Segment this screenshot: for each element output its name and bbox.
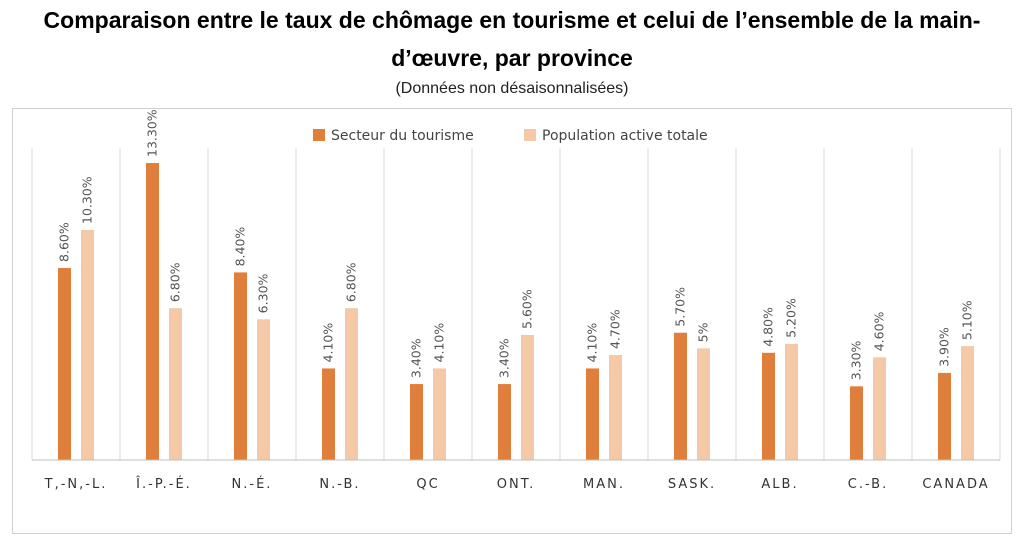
bar-tourism bbox=[762, 352, 775, 460]
x-tick-label: Î.-P.-É. bbox=[135, 476, 192, 492]
data-label: 4.70% bbox=[608, 309, 623, 349]
data-label: 4.10% bbox=[432, 323, 447, 363]
chart-title-line2: d’œuvre, par province bbox=[391, 45, 633, 71]
data-label: 3.30% bbox=[849, 340, 864, 380]
data-label: 6.80% bbox=[344, 262, 359, 302]
x-tick-label: QC bbox=[416, 477, 439, 492]
chart-subtitle: (Données non désaisonnalisées) bbox=[395, 80, 629, 97]
data-label: 8.60% bbox=[57, 222, 72, 262]
bar-total bbox=[961, 346, 974, 460]
bar-tourism bbox=[58, 267, 71, 460]
bar-tourism bbox=[234, 272, 247, 460]
x-axis-ticks: T,-N,-L. Î.-P.-É. N.-É. N.-B. QC ONT. MAN. SASK… bbox=[44, 476, 989, 492]
data-label: 4.80% bbox=[761, 307, 776, 347]
x-tick-label: C.-B. bbox=[848, 477, 889, 492]
x-tick-label: ALB. bbox=[761, 477, 798, 492]
data-label: 8.40% bbox=[233, 227, 248, 267]
bar-total bbox=[785, 343, 798, 460]
bar-total bbox=[433, 368, 446, 460]
x-tick-label: MAN. bbox=[583, 477, 625, 492]
bar-tourism bbox=[146, 163, 159, 460]
legend-label-total: Population active totale bbox=[542, 128, 708, 144]
gridlines bbox=[31, 148, 1001, 460]
x-tick-label: N.-B. bbox=[319, 477, 360, 492]
chart-title-line1: Comparaison entre le taux de chômage en … bbox=[43, 7, 981, 33]
x-tick-label: SASK. bbox=[668, 477, 716, 492]
data-label: 5.70% bbox=[673, 287, 688, 327]
data-label: 3.40% bbox=[409, 338, 424, 378]
chart-frame bbox=[12, 108, 1012, 534]
data-label: 4.10% bbox=[321, 323, 336, 363]
bar-tourism bbox=[498, 384, 511, 460]
data-label: 5.10% bbox=[960, 300, 975, 340]
bar-total bbox=[697, 348, 710, 460]
x-tick-label: CANADA bbox=[922, 477, 989, 492]
data-label: 10.30% bbox=[80, 176, 95, 224]
data-labels: 8.60% 10.30% 13.30% 6.80% 8.40% 6.30% 4.10% 6.8… bbox=[57, 109, 975, 380]
data-label: 5.60% bbox=[520, 289, 535, 329]
legend-swatch-total bbox=[524, 129, 536, 141]
bar-tourism bbox=[322, 368, 335, 460]
bar-tourism bbox=[850, 386, 863, 460]
data-label: 6.80% bbox=[168, 262, 183, 302]
bar-total bbox=[609, 355, 622, 460]
legend: Secteur du tourisme Population active to… bbox=[313, 128, 708, 144]
data-label: 5% bbox=[696, 322, 711, 342]
bar-total bbox=[81, 229, 94, 460]
legend-label-tourism: Secteur du tourisme bbox=[331, 128, 474, 144]
data-label: 5.20% bbox=[784, 298, 799, 338]
x-tick-label: N.-É. bbox=[232, 476, 273, 492]
bar-total bbox=[257, 319, 270, 460]
bar-total bbox=[873, 357, 886, 460]
data-label: 4.10% bbox=[585, 323, 600, 363]
bar-total bbox=[521, 334, 534, 460]
data-label: 3.90% bbox=[937, 327, 952, 367]
bar-tourism bbox=[674, 332, 687, 460]
data-label: 3.40% bbox=[497, 338, 512, 378]
bar-total bbox=[169, 308, 182, 460]
bars bbox=[58, 163, 974, 460]
bar-tourism bbox=[410, 384, 423, 460]
x-tick-label: ONT. bbox=[497, 477, 536, 492]
x-tick-label: T,-N,-L. bbox=[44, 477, 108, 492]
data-label: 4.60% bbox=[872, 311, 887, 351]
legend-swatch-tourism bbox=[313, 129, 325, 141]
data-label: 13.30% bbox=[145, 109, 160, 157]
bar-tourism bbox=[938, 372, 951, 460]
data-label: 6.30% bbox=[256, 273, 271, 313]
bar-total bbox=[345, 308, 358, 460]
bar-tourism bbox=[586, 368, 599, 460]
